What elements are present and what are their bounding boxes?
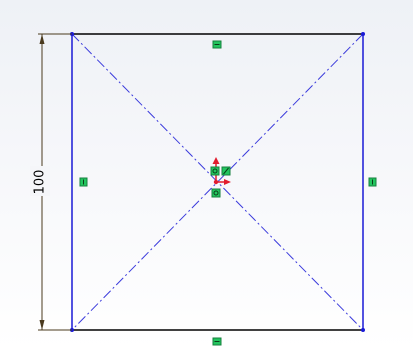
dimension-text-backdrop <box>30 166 50 196</box>
vertical-relation-icon[interactable] <box>79 177 88 187</box>
corner-point-top-right[interactable] <box>361 32 365 36</box>
coincident-relation-icon[interactable] <box>210 166 220 176</box>
vertical-relation-icon[interactable] <box>368 177 377 187</box>
horizontal-relation-icon[interactable] <box>212 40 222 49</box>
dimension-value[interactable]: 100 <box>33 170 48 195</box>
midpoint-relation-icon[interactable] <box>221 166 231 176</box>
horizontal-relation-icon[interactable] <box>212 337 222 346</box>
dimension-arrow-top <box>39 34 45 44</box>
corner-point-bottom-right[interactable] <box>361 328 365 332</box>
vertical-dimension[interactable]: 100 <box>30 33 72 331</box>
dimension-arrow-bottom <box>39 320 45 330</box>
coincident-relation-icon[interactable] <box>211 188 221 198</box>
